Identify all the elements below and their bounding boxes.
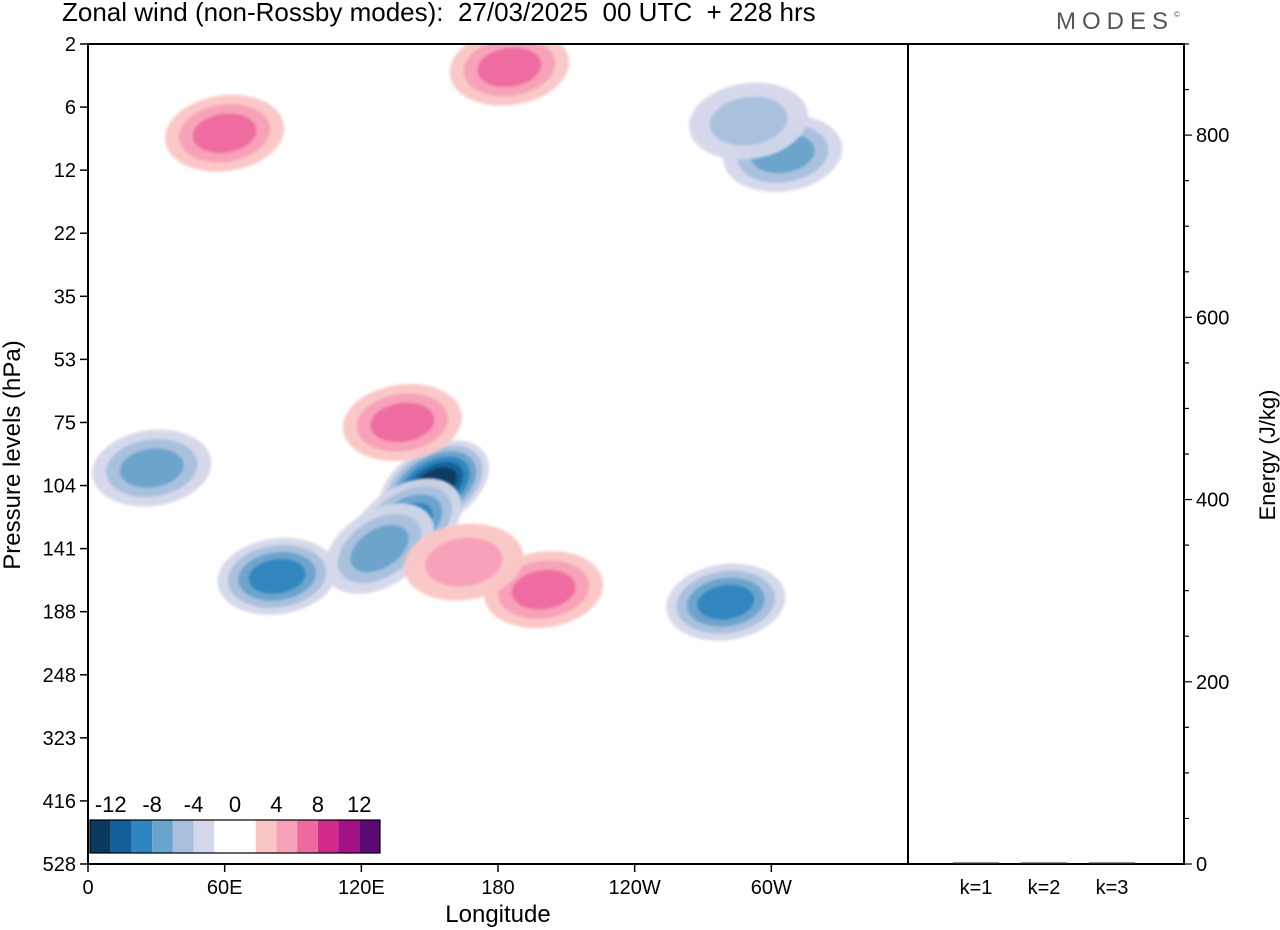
colorbar-label: -4 — [184, 792, 204, 817]
heatmap-blob — [192, 113, 257, 153]
colorbar-swatch — [131, 820, 153, 853]
energy-panel-frame — [907, 43, 1185, 865]
colorbar-swatch — [214, 820, 235, 853]
energy-tick-label: 400 — [1196, 490, 1229, 512]
y-tick-label: 323 — [43, 728, 76, 750]
y-tick-label: 6 — [65, 97, 76, 119]
colorbar-label: 12 — [347, 792, 371, 817]
energy-category-label: k=2 — [1028, 877, 1061, 899]
colorbar-label: -8 — [142, 792, 162, 817]
logo-text: MODES — [1056, 8, 1175, 35]
heatmap-blob — [709, 96, 788, 146]
colorbar-swatch — [110, 820, 132, 853]
y-tick-label: 53 — [54, 349, 76, 371]
y-tick-label: 22 — [54, 223, 76, 245]
x-tick-label: 120E — [338, 877, 385, 899]
y-tick-label: 248 — [43, 665, 76, 687]
heatmap-layer — [92, 44, 843, 641]
y-tick-label: 416 — [43, 791, 76, 813]
y-axis-label: Pressure levels (hPa) — [0, 340, 26, 569]
colorbar-label: 0 — [229, 792, 241, 817]
energy-bar — [1021, 862, 1067, 864]
energy-axis: 0 200 400 600 800 — [1184, 43, 1229, 876]
energy-tick-label: 200 — [1196, 672, 1229, 694]
colorbar-label: 4 — [270, 792, 282, 817]
y-tick-label: 35 — [54, 286, 76, 308]
energy-category-label: k=1 — [960, 877, 993, 899]
colorbar-swatch — [297, 820, 318, 853]
x-tick-label: 0 — [82, 877, 93, 899]
colorbar-swatch — [152, 820, 173, 853]
energy-category-label: k=3 — [1096, 877, 1129, 899]
x-tick-label: 60E — [207, 877, 243, 899]
energy-tick-label: 800 — [1196, 125, 1229, 147]
logo-mark: © — [1174, 10, 1180, 19]
x-tick-label: 120W — [609, 877, 661, 899]
colorbar-swatch — [172, 820, 194, 853]
x-tick-label: 60W — [751, 877, 792, 899]
colorbar-swatch — [317, 820, 339, 853]
y-tick-label: 2 — [65, 34, 76, 56]
y-tick-label: 75 — [54, 412, 76, 434]
chart-title: Zonal wind (non-Rossby modes): 27/03/202… — [62, 0, 816, 27]
energy-bars: k=1 k=2 k=3 — [953, 862, 1135, 899]
colorbar-legend: -12 -8 -4 0 4 8 12 — [89, 792, 381, 854]
energy-tick-label: 0 — [1196, 854, 1207, 876]
heatmap-blob — [350, 525, 409, 573]
heatmap-blob — [119, 448, 184, 488]
energy-bar — [953, 862, 999, 864]
colorbar-swatch — [359, 820, 380, 853]
y-tick-label: 104 — [43, 476, 76, 498]
colorbar-swatch — [193, 820, 215, 853]
colorbar-swatch — [90, 820, 111, 853]
colorbar-label: 8 — [312, 792, 324, 817]
heatmap-blob — [697, 584, 755, 620]
energy-bar — [1089, 862, 1135, 864]
pressure-axis: 2 6 12 22 35 53 75 104 141 188 248 323 416 528 — [43, 34, 88, 876]
heatmap-blob — [511, 569, 576, 610]
y-tick-label: 141 — [43, 539, 76, 561]
longitude-axis: 0 60E 120E 180 120W 60W — [82, 864, 792, 899]
y-tick-label: 12 — [54, 160, 76, 182]
x-axis-label: Longitude — [445, 901, 550, 928]
colorbar-label: -12 — [95, 792, 127, 817]
y-tick-label: 188 — [43, 602, 76, 624]
heatmap-blob — [477, 47, 542, 87]
heatmap-blob — [425, 537, 503, 587]
energy-axis-label: Energy (J/kg) — [1255, 390, 1280, 521]
x-tick-label: 180 — [481, 877, 514, 899]
colorbar-swatch — [276, 820, 298, 853]
modes-logo: MODES© — [1056, 8, 1180, 36]
energy-tick-label: 600 — [1196, 307, 1229, 329]
colorbar-swatch — [255, 820, 277, 853]
heatmap-blob — [248, 559, 306, 594]
colorbar-swatch — [235, 820, 256, 853]
colorbar-swatch — [338, 820, 360, 853]
heatmap-blob — [370, 402, 435, 443]
y-tick-label: 528 — [43, 854, 76, 876]
colorbar-frame — [89, 819, 381, 854]
